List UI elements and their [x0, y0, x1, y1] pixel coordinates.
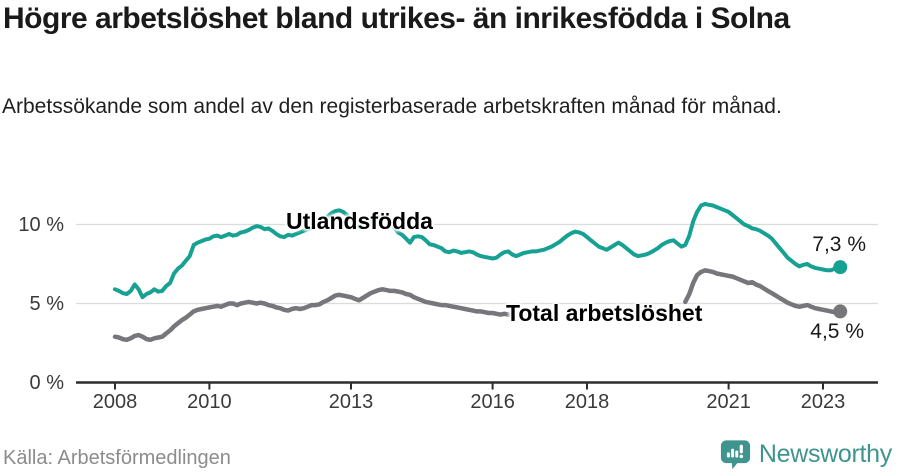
x-axis-label-2016: 2016 — [470, 391, 515, 413]
newsworthy-bubble-chart-icon — [720, 440, 750, 470]
x-axis-label-2021: 2021 — [706, 391, 751, 413]
y-axis-label-5: 5 % — [29, 292, 64, 315]
y-axis-label-0: 0 % — [29, 371, 64, 394]
series-end-dot-1 — [833, 304, 848, 319]
newsworthy-brand-link[interactable]: Newsworthy — [720, 439, 892, 470]
series-line-0 — [113, 202, 841, 300]
series-label-total-arbetsloshet: Total arbetslöshet — [506, 300, 703, 326]
brand-name: Newsworthy — [758, 440, 892, 468]
series-end-dot-0 — [833, 260, 848, 275]
series-label-utlandsfodda: Utlandsfödda — [286, 208, 433, 234]
end-value-label-utlandsfodda: 7,3 % — [812, 233, 866, 256]
x-axis-label-2010: 2010 — [187, 391, 232, 413]
source-note: Källa: Arbetsförmedlingen — [3, 447, 231, 469]
x-axis-label-2018: 2018 — [564, 391, 610, 413]
x-axis-label-2013: 2013 — [328, 391, 374, 413]
end-value-label-total: 4,5 % — [810, 320, 864, 343]
x-axis-label-2023: 2023 — [800, 391, 846, 413]
y-axis-label-10: 10 % — [18, 213, 64, 236]
series-line-1 — [112, 268, 841, 343]
page-subtitle: Arbetssökande som andel av den registerb… — [2, 95, 782, 118]
x-axis-label-2008: 2008 — [92, 391, 138, 413]
page-title: Högre arbetslöshet bland utrikes- än inr… — [3, 2, 790, 35]
